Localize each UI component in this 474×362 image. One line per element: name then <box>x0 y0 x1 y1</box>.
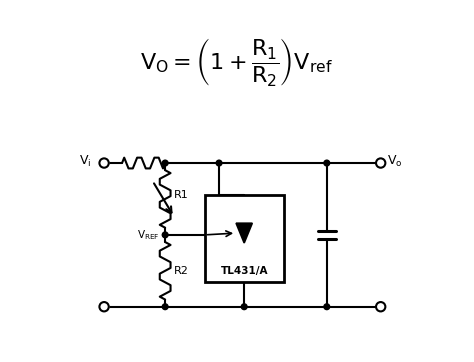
Text: TL431/A: TL431/A <box>220 266 268 276</box>
Circle shape <box>241 304 247 310</box>
Text: $\mathsf{V_i}$: $\mathsf{V_i}$ <box>79 154 91 169</box>
Circle shape <box>324 304 330 310</box>
Circle shape <box>376 302 385 311</box>
Circle shape <box>376 158 385 168</box>
Circle shape <box>216 160 222 166</box>
Circle shape <box>162 232 168 238</box>
Text: R1: R1 <box>174 190 189 201</box>
Bar <box>205 195 284 282</box>
Polygon shape <box>236 223 252 243</box>
Circle shape <box>100 158 109 168</box>
Circle shape <box>324 160 330 166</box>
Text: $\mathsf{V_{REF}}$: $\mathsf{V_{REF}}$ <box>137 228 160 242</box>
Text: $\mathsf{V_o}$: $\mathsf{V_o}$ <box>387 154 403 169</box>
Text: R2: R2 <box>174 266 189 276</box>
Circle shape <box>162 304 168 310</box>
Circle shape <box>100 302 109 311</box>
Circle shape <box>162 160 168 166</box>
Text: $\mathsf{V_O = \left(1 + \dfrac{R_1}{R_2}\right)V_{ref}}$: $\mathsf{V_O = \left(1 + \dfrac{R_1}{R_2… <box>140 37 334 88</box>
